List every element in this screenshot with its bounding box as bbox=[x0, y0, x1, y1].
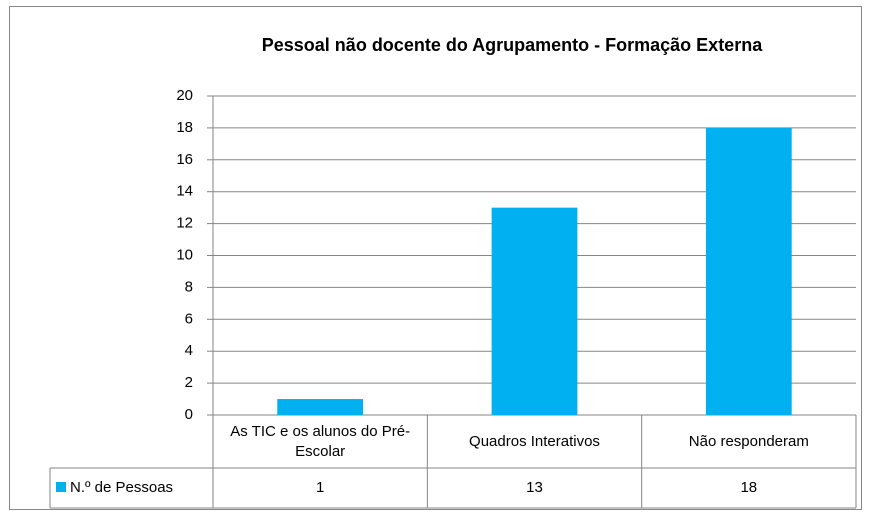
bar bbox=[491, 207, 578, 415]
y-tick-label: 16 bbox=[176, 151, 193, 168]
bar bbox=[705, 127, 792, 416]
y-tick-label: 8 bbox=[185, 278, 193, 295]
y-tick-label: 4 bbox=[185, 342, 193, 359]
y-tick-label: 14 bbox=[176, 183, 193, 200]
x-tick-label: As TIC e os alunos do Pré-Escolar bbox=[230, 422, 411, 460]
chart-title: Pessoal não docente do Agrupamento - For… bbox=[262, 35, 763, 55]
legend-key bbox=[56, 482, 66, 492]
table-value: 13 bbox=[526, 479, 543, 496]
y-tick-label: 12 bbox=[176, 215, 193, 232]
bar bbox=[277, 399, 364, 415]
y-tick-label: 20 bbox=[176, 87, 193, 104]
x-tick-label: Quadros Interativos bbox=[469, 432, 600, 450]
table-value: 1 bbox=[315, 479, 325, 496]
y-tick-label: 10 bbox=[176, 246, 193, 263]
y-tick-label: 2 bbox=[185, 374, 193, 391]
x-tick-label: Não responderam bbox=[688, 432, 809, 450]
table-value: 18 bbox=[740, 479, 758, 496]
y-tick-label: 0 bbox=[185, 406, 193, 423]
y-tick-label: 18 bbox=[176, 119, 193, 136]
y-tick-label: 6 bbox=[185, 310, 193, 327]
legend-label: N.º de Pessoas bbox=[70, 479, 174, 496]
